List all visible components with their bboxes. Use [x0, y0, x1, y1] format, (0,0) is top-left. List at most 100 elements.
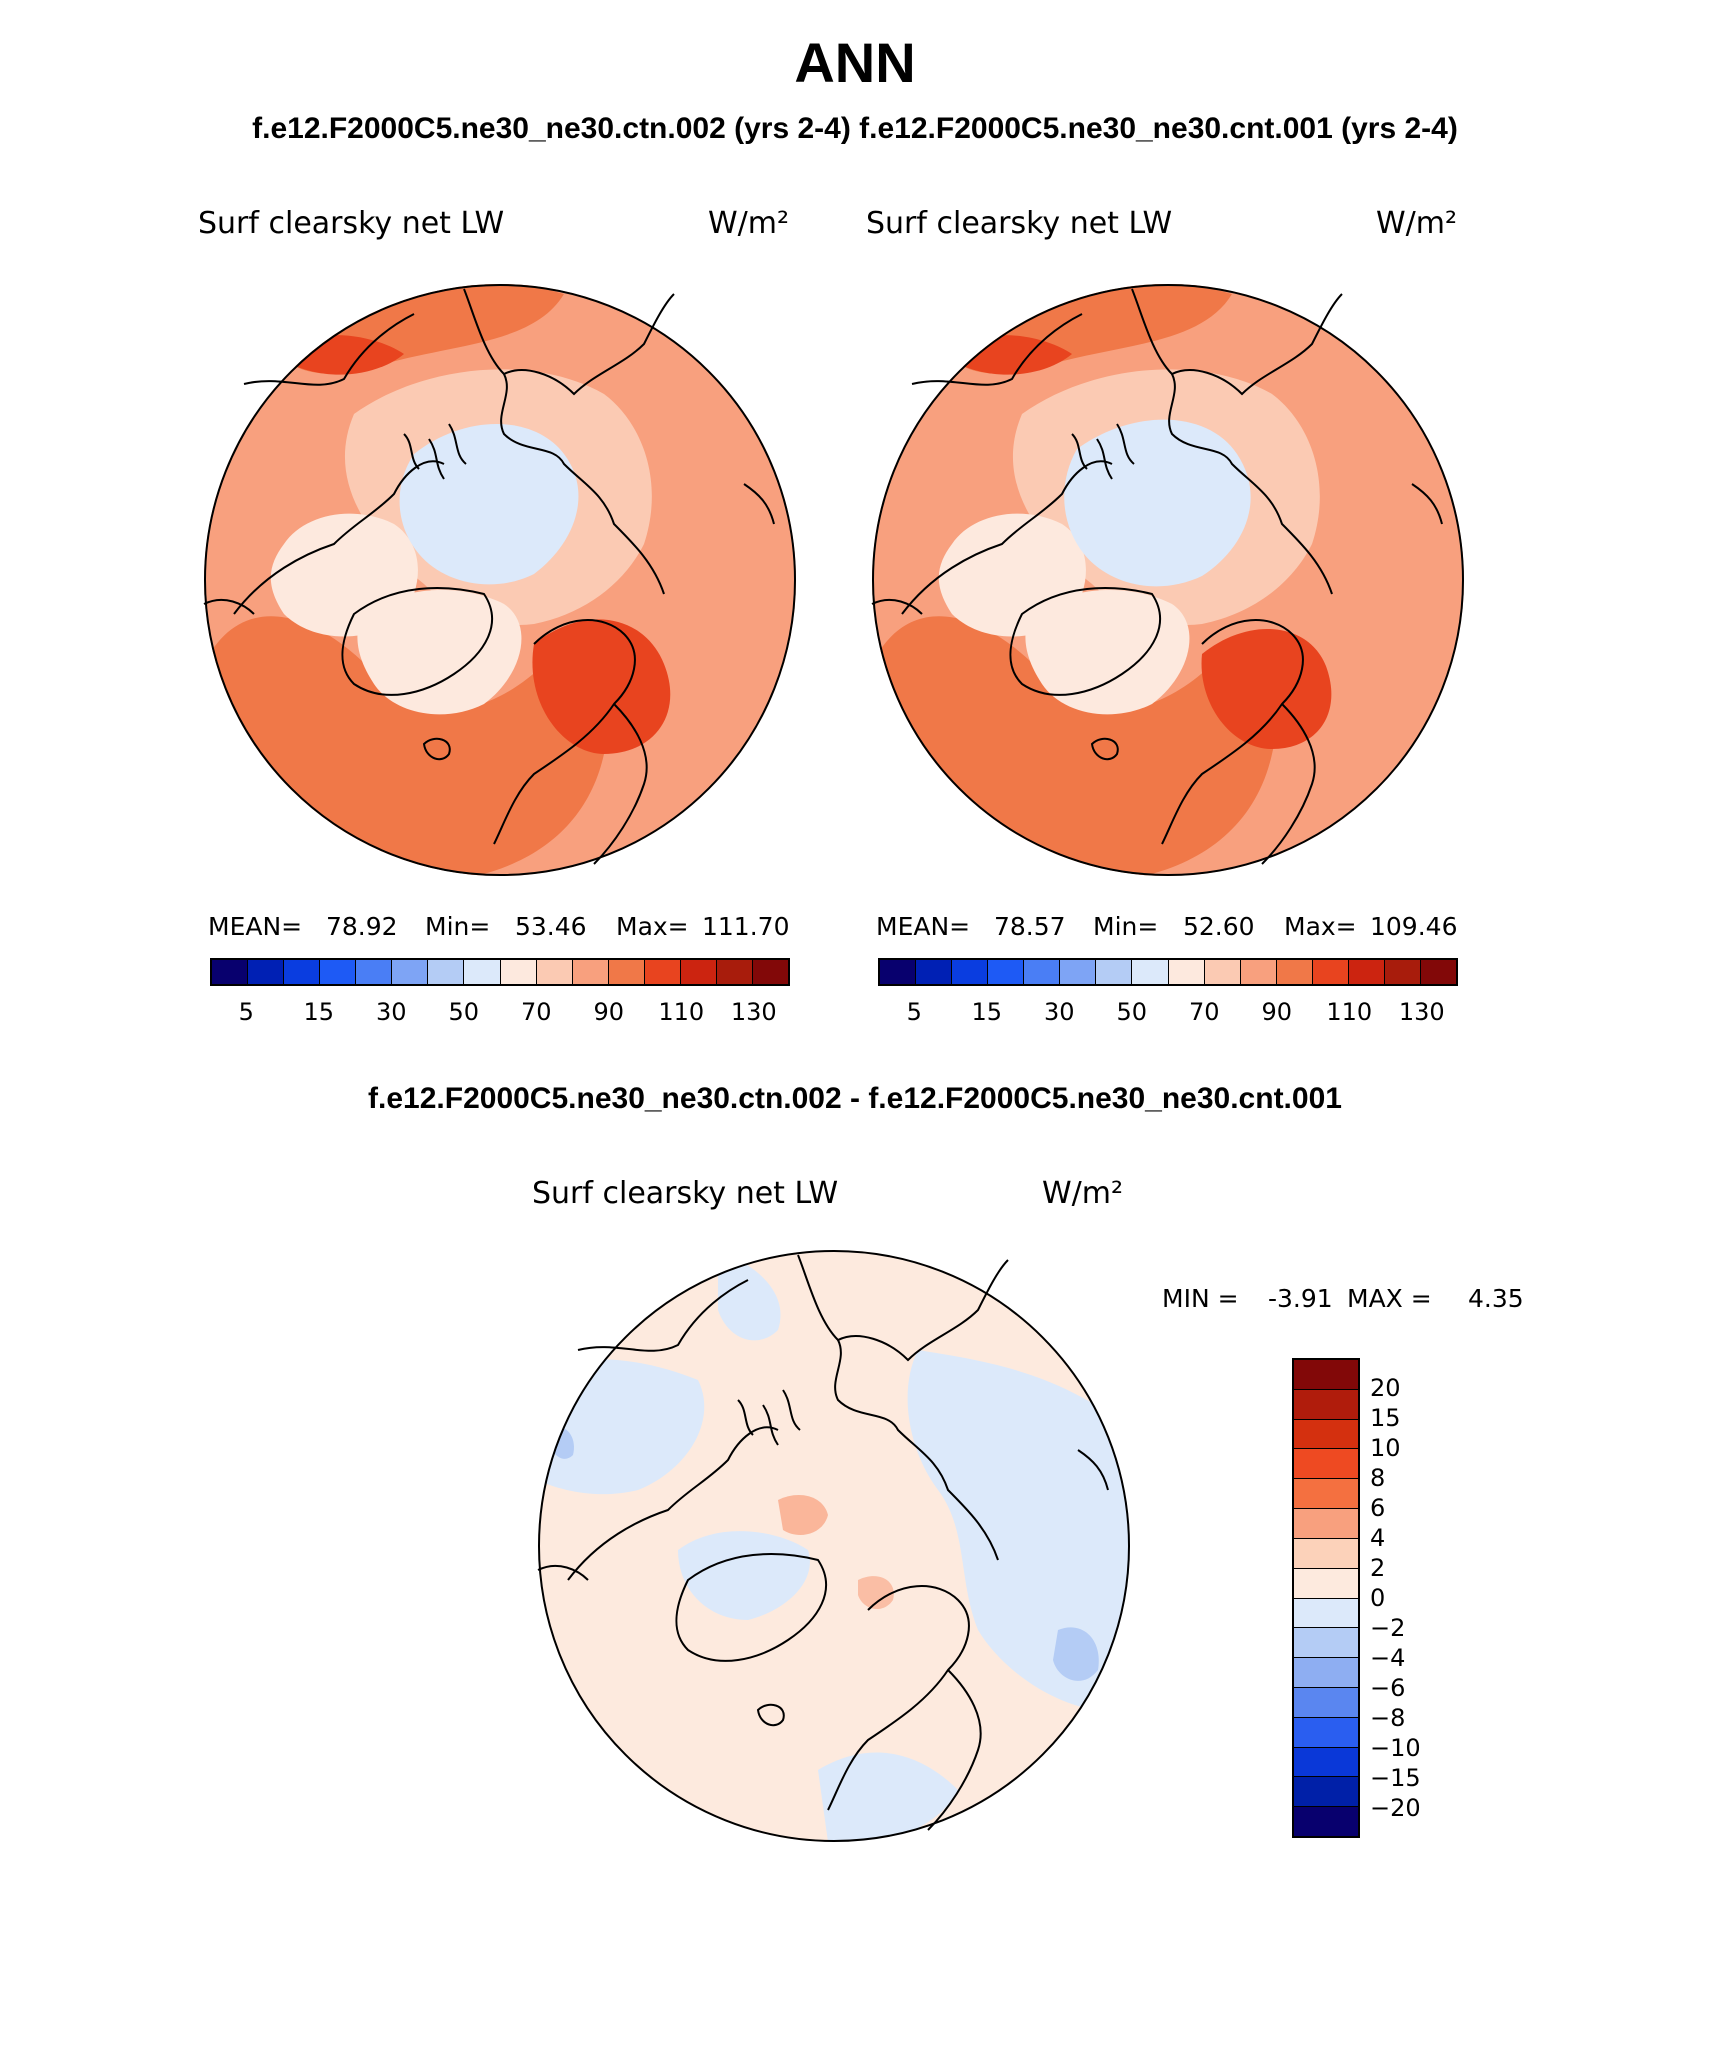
diff-colorbar-tick-label: −2 — [1370, 1614, 1406, 1642]
diff-colorbar-tick-label: 15 — [1370, 1404, 1401, 1432]
ctn-colorbar-ticks: 5 15 30 50 70 90 110 130 — [210, 998, 790, 1028]
diff-colorbar — [1292, 1358, 1360, 1838]
cnt-colorbar-box — [1060, 960, 1097, 984]
diff-colorbar-box — [1294, 1717, 1358, 1748]
diff-field-neg-north — [718, 1250, 781, 1341]
ctn-mean-label: MEAN= — [208, 912, 303, 941]
cnt-min-value: 52.60 — [1183, 912, 1255, 941]
diff-colorbar-tick-label: 0 — [1370, 1584, 1386, 1612]
diff-colorbar-box — [1294, 1449, 1358, 1480]
cnt-min-label: Min= — [1093, 912, 1159, 941]
diff-polar-map — [537, 1250, 1130, 1842]
diff-colorbar-tick-label: −6 — [1370, 1674, 1406, 1702]
ctn-colorbar-tick-label: 90 — [593, 998, 625, 1026]
cnt-colorbar-box — [1240, 960, 1277, 984]
ctn-colorbar-tick-label: 50 — [448, 998, 480, 1026]
cnt-colorbar-tick-label: 15 — [971, 998, 1003, 1026]
ctn-max-value: 111.70 — [702, 912, 790, 941]
diff-colorbar-box — [1294, 1687, 1358, 1718]
diff-colorbar-box — [1294, 1598, 1358, 1629]
cnt-colorbar-box — [1348, 960, 1385, 984]
cnt-coastlines — [871, 288, 1443, 865]
cnt-colorbar-tick-label: 50 — [1116, 998, 1148, 1026]
case-names-subtitle: f.e12.F2000C5.ne30_ne30.ctn.002 (yrs 2-4… — [252, 112, 1458, 145]
diff-colorbar-box — [1294, 1777, 1358, 1808]
ctn-colorbar-box — [284, 960, 321, 984]
cnt-mean-label: MEAN= — [876, 912, 971, 941]
diff-max-label: MAX = — [1347, 1284, 1432, 1313]
diff-colorbar-box — [1294, 1747, 1358, 1778]
ctn-colorbar-box — [464, 960, 501, 984]
diff-units-label: W/m² — [1042, 1176, 1124, 1211]
cnt-field-arctic-ocean — [1064, 419, 1251, 587]
diff-map-border — [538, 1250, 1130, 1842]
cnt-max-value: 109.46 — [1370, 912, 1458, 941]
cnt-colorbar-box — [1276, 960, 1313, 984]
diff-colorbar-tick-label: 8 — [1370, 1464, 1386, 1492]
diff-colorbar-tick-label: 2 — [1370, 1554, 1386, 1582]
cnt-field-greenland — [1025, 590, 1190, 715]
cnt-colorbar-box — [1204, 960, 1241, 984]
diff-field-neg-south — [818, 1752, 958, 1842]
cnt-colorbar-ticks: 5 15 30 50 70 90 110 130 — [878, 998, 1458, 1028]
diff-max-value: 4.35 — [1468, 1284, 1524, 1313]
cnt-field-europe — [1201, 628, 1332, 749]
cnt-variable-label: Surf clearsky net LW — [866, 206, 1173, 241]
cnt-colorbar-tick-label: 130 — [1398, 998, 1445, 1026]
cnt-colorbar-tick-label: 110 — [1326, 998, 1373, 1026]
cnt-max-label: Max= — [1284, 912, 1357, 941]
diff-colorbar-box — [1294, 1568, 1358, 1599]
diff-colorbar-tick-label: 10 — [1370, 1434, 1401, 1462]
ctn-colorbar-box — [392, 960, 429, 984]
ctn-colorbar-box — [212, 960, 249, 984]
diff-colorbar-tick-label: 4 — [1370, 1524, 1386, 1552]
diff-colorbar-box — [1294, 1360, 1358, 1390]
figure-title: ANN — [794, 31, 916, 94]
ctn-colorbar-tick-label: 70 — [520, 998, 552, 1026]
ctn-colorbar-tick-label: 130 — [730, 998, 777, 1026]
ctn-colorbar-box — [500, 960, 537, 984]
cnt-colorbar-box — [952, 960, 989, 984]
cnt-colorbar — [878, 958, 1458, 986]
cnt-colorbar-tick-label: 5 — [906, 998, 922, 1026]
cnt-colorbar-box — [1096, 960, 1133, 984]
diff-colorbar-box — [1294, 1389, 1358, 1420]
diff-colorbar-box — [1294, 1419, 1358, 1450]
diff-colorbar-box — [1294, 1538, 1358, 1569]
ctn-variable-label: Surf clearsky net LW — [198, 206, 505, 241]
diff-colorbar-ticks: 20 15 10 8 6 4 2 0 −2 −4 −6 −8 −10 −15 −20 — [1370, 1358, 1450, 1838]
diff-colorbar-tick-label: 6 — [1370, 1494, 1386, 1522]
ctn-colorbar-box — [716, 960, 753, 984]
ctn-field-arctic-ocean — [399, 424, 579, 585]
cnt-colorbar-box — [1312, 960, 1349, 984]
cnt-polar-map — [871, 284, 1464, 876]
ctn-mean-value: 78.92 — [326, 912, 398, 941]
ctn-min-value: 53.46 — [515, 912, 587, 941]
ctn-colorbar-box — [680, 960, 717, 984]
ctn-colorbar-box — [536, 960, 573, 984]
ctn-polar-map — [203, 284, 796, 876]
diff-coastlines — [537, 1254, 1109, 1831]
diff-colorbar-box — [1294, 1628, 1358, 1659]
cnt-mean-value: 78.57 — [994, 912, 1066, 941]
diff-colorbar-box — [1294, 1807, 1358, 1836]
diff-colorbar-tick-label: −20 — [1370, 1794, 1421, 1822]
ctn-colorbar-box — [752, 960, 788, 984]
diff-field-neg-east — [907, 1350, 1130, 1712]
ctn-colorbar-box — [320, 960, 357, 984]
ctn-colorbar-tick-label: 110 — [658, 998, 705, 1026]
diff-colorbar-tick-label: −15 — [1370, 1764, 1421, 1792]
diff-field-neg-patch-1 — [1053, 1627, 1099, 1681]
ctn-colorbar-tick-label: 30 — [375, 998, 407, 1026]
cnt-colorbar-tick-label: 70 — [1188, 998, 1220, 1026]
cnt-colorbar-tick-label: 90 — [1261, 998, 1293, 1026]
ctn-colorbar-box — [608, 960, 645, 984]
ctn-field-greenland — [357, 590, 522, 715]
ctn-colorbar-tick-label: 5 — [238, 998, 254, 1026]
difference-subtitle: f.e12.F2000C5.ne30_ne30.ctn.002 - f.e12.… — [368, 1082, 1342, 1115]
ctn-colorbar-box — [644, 960, 681, 984]
diff-colorbar-tick-label: −4 — [1370, 1644, 1406, 1672]
diff-min-label: MIN = — [1162, 1284, 1239, 1313]
diff-colorbar-tick-label: −10 — [1370, 1734, 1421, 1762]
diff-colorbar-box — [1294, 1509, 1358, 1539]
